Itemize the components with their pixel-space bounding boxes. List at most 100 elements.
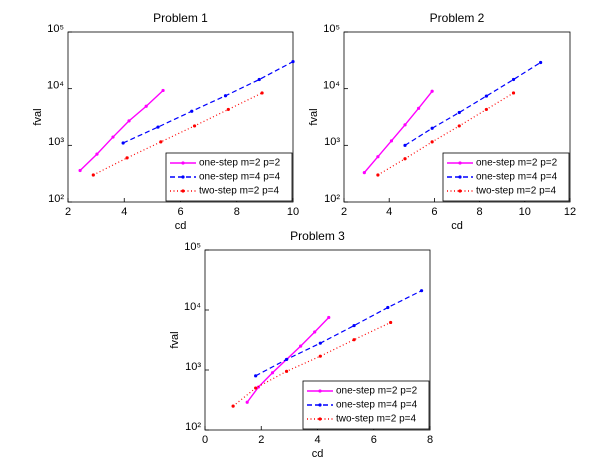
series-line	[404, 61, 541, 146]
data-point	[257, 77, 261, 82]
data-point	[127, 119, 131, 123]
data-point	[78, 168, 82, 173]
data-point	[403, 157, 407, 161]
data-point	[327, 315, 331, 320]
data-point	[403, 123, 407, 127]
data-point	[125, 156, 129, 160]
data-point	[484, 94, 488, 98]
data-point	[284, 357, 289, 362]
x-tick-label: 10	[519, 206, 531, 218]
y-tick-label: 10⁴	[323, 80, 340, 92]
data-point	[156, 125, 160, 129]
data-point	[318, 354, 322, 358]
data-point	[457, 124, 461, 128]
x-tick-label: 2	[258, 434, 264, 446]
data-point	[457, 110, 461, 115]
legend-marker	[318, 403, 322, 407]
y-tick-label: 10⁵	[323, 23, 340, 35]
data-point	[291, 60, 295, 64]
data-point	[419, 289, 424, 293]
legend-label: one-step m=2 p=2	[199, 158, 281, 169]
data-point	[511, 77, 516, 82]
data-point	[254, 386, 258, 390]
y-tick-label: 10⁴	[184, 301, 201, 313]
legend-label: two-step m=2 p=4	[476, 186, 556, 197]
legend-label: one-step m=4 p=4	[336, 400, 418, 411]
data-point	[144, 104, 148, 108]
x-axis-label: cd	[312, 448, 324, 460]
series-line	[122, 61, 294, 144]
y-tick-label: 10²	[324, 193, 340, 205]
data-point	[539, 60, 543, 65]
legend-label: one-step m=4 p=4	[199, 172, 281, 183]
series-line	[255, 290, 422, 377]
data-point	[223, 94, 228, 98]
data-point	[403, 143, 407, 147]
y-axis-label: fval	[169, 331, 181, 348]
data-point	[484, 107, 488, 112]
data-point	[389, 320, 393, 325]
legend-marker	[181, 175, 185, 179]
y-tick-label: 10²	[185, 421, 201, 433]
data-point	[362, 171, 366, 175]
legend-label: two-step m=2 p=4	[199, 186, 279, 197]
x-tick-label: 4	[121, 206, 127, 218]
y-tick-label: 10³	[324, 136, 340, 148]
x-tick-label: 12	[564, 206, 576, 218]
x-tick-label: 6	[431, 206, 437, 218]
y-tick-label: 10⁵	[184, 241, 201, 253]
data-point	[284, 369, 289, 373]
y-tick-label: 10⁵	[47, 23, 64, 35]
data-point	[245, 400, 249, 404]
x-tick-label: 0	[202, 434, 208, 446]
data-point	[91, 173, 95, 177]
legend-label: one-step m=2 p=2	[476, 158, 558, 169]
data-point	[299, 344, 303, 348]
legend-marker	[181, 189, 185, 193]
y-tick-label: 10³	[185, 361, 201, 373]
x-tick-label: 4	[386, 206, 392, 218]
data-point	[313, 330, 317, 334]
legend-label: one-step m=2 p=2	[336, 386, 418, 397]
x-tick-label: 10	[287, 206, 299, 218]
y-axis-label: fval	[308, 108, 320, 125]
x-axis-label: cd	[451, 220, 463, 232]
data-point	[389, 139, 394, 143]
x-tick-label: 8	[234, 206, 240, 218]
data-point	[430, 140, 434, 144]
x-tick-label: 2	[65, 206, 71, 218]
data-point	[111, 135, 115, 139]
x-tick-label: 6	[371, 434, 377, 446]
data-point	[231, 404, 235, 408]
legend-label: one-step m=4 p=4	[476, 172, 558, 183]
data-point	[386, 305, 390, 310]
data-point	[376, 173, 380, 177]
data-point	[352, 338, 356, 342]
legend-marker	[458, 189, 462, 193]
x-tick-label: 4	[314, 434, 320, 446]
legend-marker	[181, 161, 185, 165]
data-point	[192, 124, 197, 128]
x-tick-label: 2	[341, 206, 347, 218]
data-point	[511, 91, 516, 95]
legend-label: two-step m=2 p=4	[336, 414, 416, 425]
data-point	[226, 107, 230, 112]
data-point	[159, 140, 163, 144]
data-point	[430, 126, 434, 130]
data-point	[376, 155, 380, 159]
series-line	[79, 89, 164, 171]
legend-marker	[458, 161, 462, 165]
data-point	[260, 91, 264, 95]
data-point	[190, 109, 194, 113]
y-tick-label: 10³	[48, 136, 64, 148]
data-point	[95, 152, 99, 156]
y-tick-label: 10²	[48, 193, 64, 205]
data-point	[416, 106, 421, 110]
data-point	[270, 371, 275, 375]
legend-marker	[318, 417, 322, 421]
legend-marker	[458, 175, 462, 179]
x-tick-label: 6	[177, 206, 183, 218]
series-line	[363, 90, 433, 174]
